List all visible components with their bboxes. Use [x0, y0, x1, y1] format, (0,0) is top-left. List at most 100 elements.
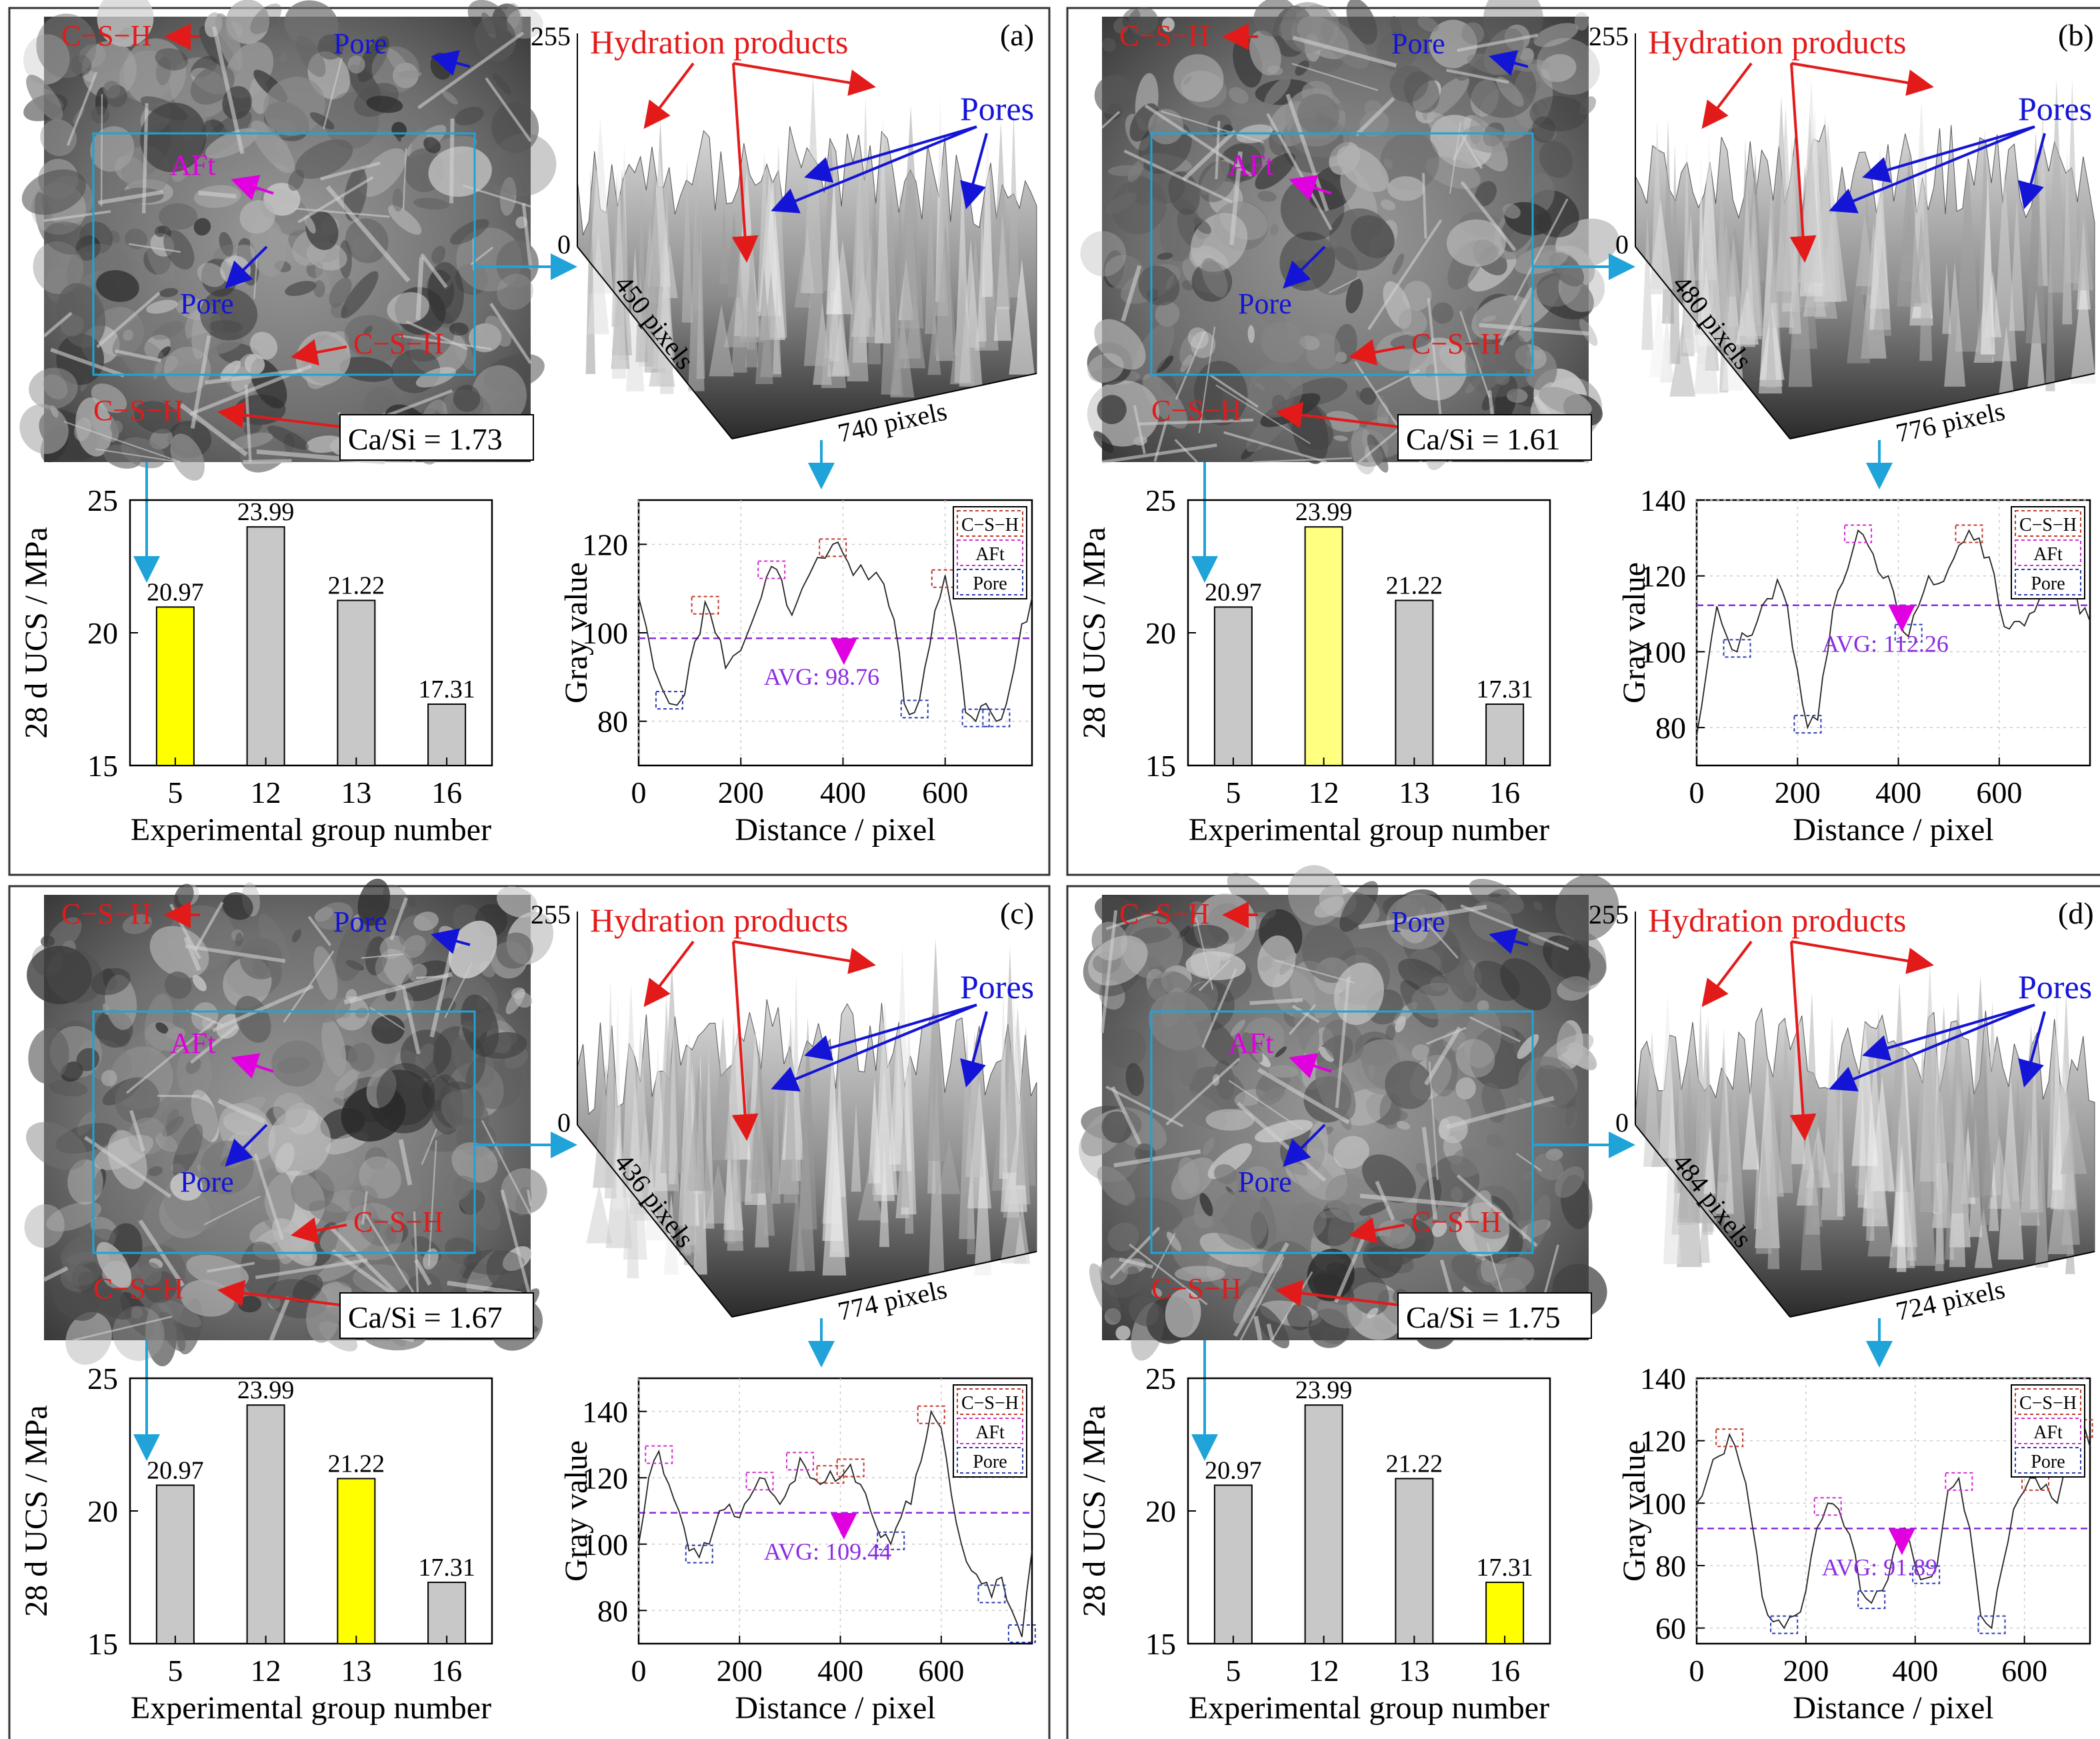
sem-crystal-needle	[1144, 104, 1253, 177]
ca-si-ratio: Ca/Si = 1.73	[348, 422, 503, 456]
sem-crystal-needle	[389, 897, 409, 941]
sem-grain	[115, 1077, 160, 1124]
bar-value-label: 21.22	[1386, 571, 1443, 599]
sem-grain	[91, 968, 131, 996]
sem-grain	[77, 1111, 96, 1136]
sem-grain	[1475, 181, 1497, 207]
sem-grain	[1500, 958, 1551, 1011]
x-tick-label: 0	[631, 1654, 647, 1688]
sem-grain	[1115, 1325, 1131, 1341]
sem-crystal-needle	[1215, 384, 1311, 445]
pores-arrow	[804, 125, 977, 183]
sem-grain	[1534, 1153, 1563, 1181]
pore-arrow	[225, 1124, 268, 1167]
surface-peak	[1851, 1021, 1878, 1166]
pore-marker-box	[900, 699, 929, 719]
sem-grain	[275, 141, 289, 155]
sem-grain	[344, 315, 405, 362]
sem-grain	[96, 270, 139, 302]
sem-crystal-needle	[1138, 418, 1253, 426]
surface-peak	[745, 217, 759, 367]
sem-grain	[359, 148, 407, 197]
sem-crystal-needle	[1239, 1256, 1285, 1341]
sem-grain	[366, 1068, 397, 1108]
sem-grain	[1193, 1170, 1237, 1229]
sem-crystal-needle	[1445, 1096, 1555, 1130]
panel-frame	[8, 7, 1051, 876]
sem-grain	[304, 215, 316, 234]
sem-grain	[1133, 435, 1147, 446]
sem-grain	[1511, 59, 1551, 72]
surface-peak	[2060, 1106, 2087, 1174]
sem-grain	[428, 146, 492, 197]
sem-grain	[91, 407, 119, 442]
sem-crystal-needle	[1515, 1152, 1542, 1172]
sem-grain	[461, 994, 499, 1057]
sem-grain	[1496, 77, 1524, 107]
sem-grain	[244, 354, 265, 375]
sem-grain	[1392, 253, 1404, 275]
sem-grain	[1555, 875, 1619, 942]
sem-grain	[499, 177, 517, 216]
sem-grain	[1157, 252, 1173, 260]
legend-entry: Pore	[2031, 573, 2065, 594]
sem-grain	[47, 917, 82, 952]
legend-swatch	[957, 1447, 1023, 1474]
csh-arrow	[217, 401, 341, 429]
legend-swatch	[2015, 510, 2081, 537]
sem-crystal-needle	[1424, 1026, 1462, 1086]
x-tick-label: 0	[631, 775, 647, 809]
sem-grain	[226, 1096, 266, 1121]
sem-grain	[1128, 7, 1159, 35]
sem-grain	[1205, 1109, 1255, 1131]
sem-grain	[1267, 65, 1283, 75]
surface-peak	[965, 1030, 984, 1178]
sem-grain	[1230, 102, 1267, 118]
sem-grain	[313, 946, 338, 1001]
sem-grain	[1193, 217, 1211, 234]
bar-value-label: 21.22	[328, 1450, 385, 1478]
sem-grain	[1148, 991, 1212, 1051]
surface-peak	[822, 1095, 847, 1276]
sem-crystal-needle	[1105, 1086, 1184, 1128]
sem-crystal-needle	[414, 1258, 432, 1286]
sem-grain	[1237, 163, 1251, 184]
sem-grain	[357, 36, 389, 83]
sem-grain	[1408, 948, 1441, 979]
sem-grain	[317, 34, 344, 60]
sem-crystal-needle	[98, 189, 163, 205]
sem-grain	[1255, 1120, 1313, 1143]
surface-peak	[1009, 259, 1035, 375]
sem-grain	[291, 1169, 335, 1212]
sem-grain	[345, 218, 389, 263]
sem-grain	[249, 331, 278, 360]
x-tick-label: 16	[431, 775, 462, 809]
sem-grain	[193, 217, 211, 236]
csh-label: C−S−H	[1411, 327, 1501, 360]
bar-value-label: 20.97	[147, 1456, 204, 1484]
sem-crystal-needle	[361, 953, 405, 959]
x-tick-label: 13	[1399, 775, 1429, 809]
sem-grain	[1264, 77, 1291, 106]
sem-grain	[1456, 63, 1474, 81]
x-tick-label: 400	[1892, 1654, 1938, 1688]
csh-arrow	[1349, 339, 1405, 366]
surface-peak	[1693, 1000, 1709, 1223]
sem-grain	[177, 1046, 213, 1100]
sem-grain	[197, 263, 226, 287]
sem-crystal-needle	[521, 203, 533, 269]
pore-arrow	[431, 50, 471, 76]
surface-peak	[1778, 1012, 1793, 1193]
bar-value-label: 23.99	[237, 498, 295, 526]
bar-group-13	[1395, 1478, 1434, 1644]
hydration-arrow	[1701, 940, 1753, 1008]
sem-grain	[26, 75, 63, 121]
sem-grain	[1097, 1166, 1135, 1206]
sem-grain	[159, 1311, 186, 1352]
legend-swatch	[957, 1388, 1023, 1415]
legend-frame	[953, 1384, 1027, 1478]
sem-grain	[1125, 1063, 1144, 1096]
line-y-axis-label: Gray value	[559, 562, 594, 703]
sem-grain	[170, 433, 205, 481]
legend-swatch	[2015, 569, 2081, 595]
